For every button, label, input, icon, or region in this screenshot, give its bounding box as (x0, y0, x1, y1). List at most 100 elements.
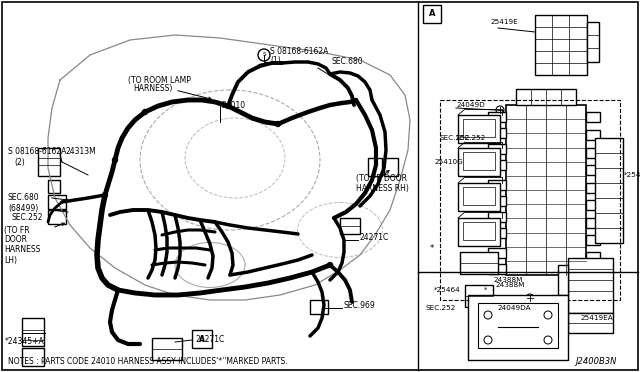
Text: DOOR: DOOR (4, 235, 27, 244)
Bar (152, 338, 182, 360)
Bar (488, 160, 506, 170)
Text: *: * (430, 244, 435, 253)
Text: 25419E: 25419E (490, 19, 518, 25)
Text: A: A (199, 334, 205, 343)
Bar (340, 218, 360, 234)
Text: 24388M: 24388M (495, 282, 524, 288)
Bar (586, 235, 600, 245)
Bar (48, 180, 60, 193)
Text: (68499): (68499) (8, 203, 38, 212)
Bar (488, 144, 506, 154)
Bar (465, 285, 493, 307)
Bar (368, 158, 382, 176)
Text: SEC.680: SEC.680 (8, 193, 40, 202)
Bar (595, 138, 623, 243)
Text: (1): (1) (270, 55, 281, 64)
Text: NOTES : PARTS CODE 24010 HARNESS ASSY INCLUDES'*''MARKED PARTS.: NOTES : PARTS CODE 24010 HARNESS ASSY IN… (8, 357, 287, 366)
Bar (488, 228, 506, 238)
Bar (488, 264, 506, 274)
Bar (463, 187, 495, 205)
Text: *25464: *25464 (434, 287, 461, 293)
Bar (458, 183, 500, 211)
Circle shape (225, 103, 230, 109)
Text: (TO FR: (TO FR (4, 225, 29, 234)
Text: SEC.252: SEC.252 (12, 214, 44, 222)
Bar (586, 112, 600, 122)
Text: *25410+A: *25410+A (624, 172, 640, 178)
Bar (460, 252, 498, 274)
Bar (478, 303, 558, 348)
Bar (586, 218, 600, 228)
Bar (586, 200, 600, 210)
Text: 25410G: 25410G (434, 159, 463, 165)
Text: 24049DA: 24049DA (497, 305, 531, 311)
Bar (586, 130, 600, 140)
Bar (463, 222, 495, 240)
Text: (TO FR DOOR: (TO FR DOOR (356, 173, 407, 183)
Bar (586, 148, 600, 158)
Text: (TO ROOM LAMP: (TO ROOM LAMP (128, 76, 191, 84)
Circle shape (328, 263, 333, 267)
Bar (586, 183, 600, 193)
Text: S 08168-6162A: S 08168-6162A (270, 48, 328, 57)
Text: SEC.969: SEC.969 (344, 301, 376, 311)
Bar (586, 252, 600, 262)
Text: A: A (429, 10, 435, 19)
Bar (488, 212, 506, 222)
Bar (458, 218, 500, 246)
Bar (516, 89, 576, 105)
Bar (488, 196, 506, 206)
Bar (568, 313, 613, 333)
Circle shape (113, 157, 118, 163)
Text: SEC.680: SEC.680 (332, 58, 364, 67)
Bar (192, 330, 212, 348)
Bar (488, 248, 506, 258)
Bar (463, 119, 495, 137)
Text: 24049D: 24049D (456, 102, 484, 108)
Bar (384, 158, 398, 176)
Text: 24271C: 24271C (360, 234, 389, 243)
Bar (506, 105, 586, 275)
Bar (568, 258, 613, 313)
Text: 24313M: 24313M (65, 148, 96, 157)
Circle shape (275, 122, 280, 126)
Text: *: * (484, 287, 488, 293)
Bar (48, 210, 66, 224)
Bar (587, 22, 599, 62)
Text: 24271C: 24271C (196, 336, 225, 344)
Circle shape (143, 109, 147, 115)
Text: HARNESS): HARNESS) (133, 84, 172, 93)
Bar (488, 180, 506, 190)
Text: HARNESS: HARNESS (4, 246, 40, 254)
Bar (488, 128, 506, 138)
Bar (558, 265, 568, 295)
Bar (22, 348, 44, 366)
Text: S 08168-6162A: S 08168-6162A (8, 148, 67, 157)
Bar (22, 318, 44, 346)
Bar (488, 112, 506, 122)
Bar (458, 115, 500, 143)
Bar (310, 300, 328, 314)
Bar (463, 152, 495, 170)
Text: 24388M: 24388M (495, 282, 524, 288)
Text: SEC.252: SEC.252 (456, 135, 486, 141)
Bar (440, 100, 620, 300)
Text: 24388M: 24388M (493, 277, 522, 283)
Bar (458, 148, 500, 176)
Bar (38, 148, 60, 176)
Text: *24345+A: *24345+A (5, 337, 45, 346)
Bar (586, 165, 600, 175)
Text: SEC.252: SEC.252 (440, 135, 470, 141)
Text: S: S (262, 52, 266, 58)
Bar (468, 295, 568, 360)
Text: 24010: 24010 (222, 100, 246, 109)
Text: LH): LH) (4, 256, 17, 264)
Text: (2): (2) (14, 157, 25, 167)
Text: 25419EA: 25419EA (580, 315, 612, 321)
Bar (535, 15, 587, 75)
Bar (423, 5, 441, 23)
Text: SEC.252: SEC.252 (425, 305, 456, 311)
Text: J2400B3N: J2400B3N (575, 357, 616, 366)
Circle shape (102, 192, 108, 198)
Text: HARNESS RH): HARNESS RH) (356, 183, 409, 192)
